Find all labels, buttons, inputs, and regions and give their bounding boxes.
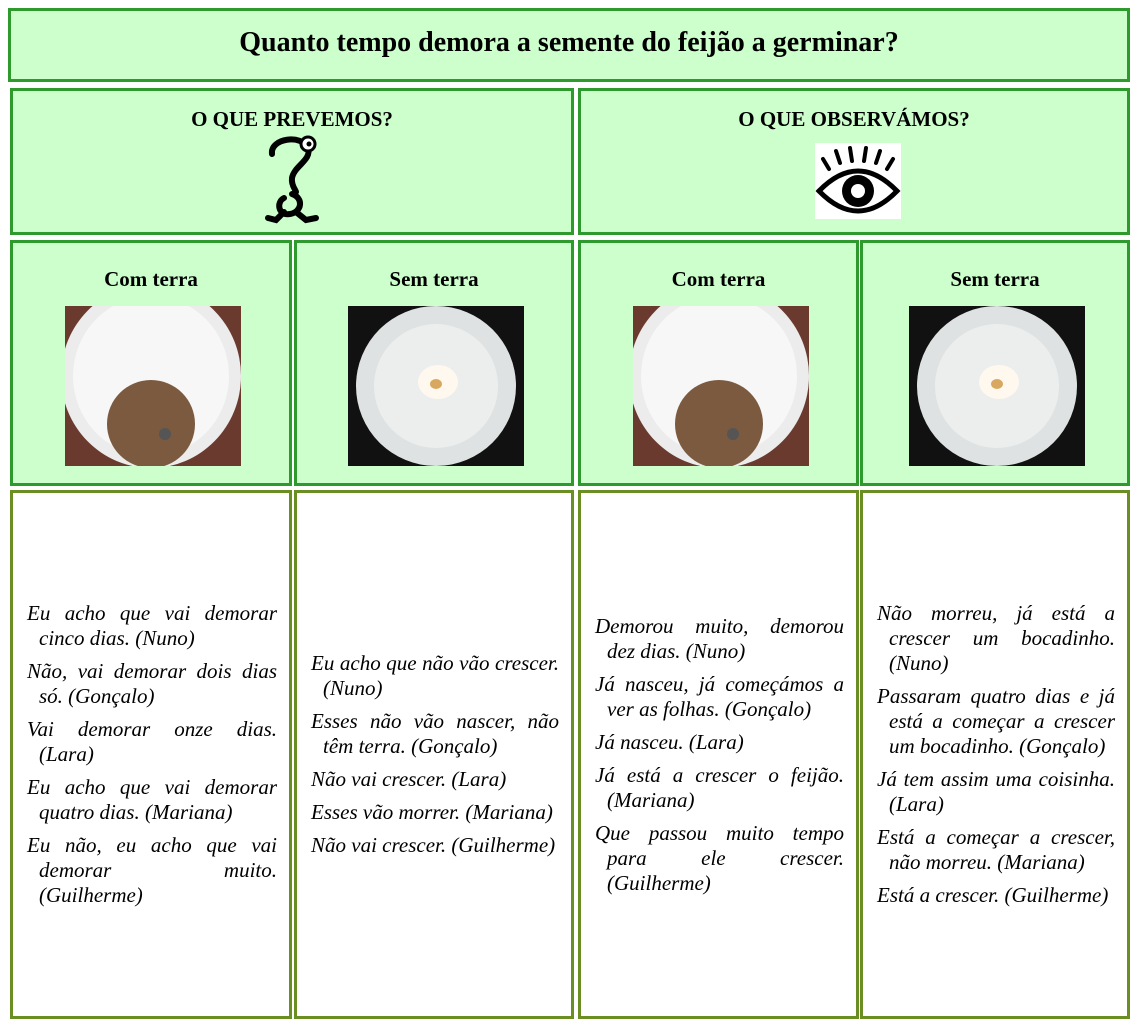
quote: Já está a crescer o feijão. (Mariana) (595, 762, 844, 812)
column-heading: Com terra (104, 267, 198, 291)
eye-icon (815, 143, 901, 219)
photo (348, 306, 524, 466)
quote: Que passou muito tempo para ele crescer.… (595, 820, 844, 895)
quote: Não vai crescer. (Guilherme) (311, 833, 556, 857)
title: Quanto tempo demora a semente do feijão … (239, 27, 899, 58)
quote: Eu acho que vai demorar quatro dias. (Ma… (27, 775, 277, 824)
quote: Não vai crescer. (Lara) (311, 767, 507, 791)
quotes-cell: Eu acho que vai demorar cinco dias. (Nun… (10, 490, 292, 1019)
quote: Demorou muito, demorou dez dias. (Nuno) (595, 613, 844, 663)
quote: Já nasceu, já começámos a ver as folhas.… (595, 671, 844, 721)
column-heading: Sem terra (950, 267, 1040, 291)
quote: Passaram quatro dias e já está a começar… (877, 684, 1115, 758)
column-heading: Com terra (671, 267, 766, 291)
quotes-cell: Eu acho que não vão crescer. (Nuno) Esses… (294, 490, 574, 1019)
question-icon (265, 135, 319, 224)
quote: Vai demorar onze dias. (Lara) (27, 717, 277, 766)
quote: Não, vai demorar dois dias só. (Gonçalo) (27, 659, 277, 708)
section-heading: O QUE PREVEMOS? (191, 107, 393, 131)
quote: Já tem assim uma coisinha. (Lara) (877, 767, 1115, 816)
quotes-cell: Demorou muito, demorou dez dias. (Nuno) J… (578, 490, 859, 1019)
quotes-cell: Não morreu, já está a crescer um bocadin… (860, 490, 1130, 1019)
quote: Eu não, eu acho que vai demorar muito. (… (27, 833, 277, 907)
quote: Não morreu, já está a crescer um bocadin… (877, 601, 1115, 675)
photo (632, 306, 809, 466)
photo (65, 306, 241, 466)
quote: Eu acho que vai demorar cinco dias. (Nun… (27, 601, 277, 650)
quote: Eu acho que não vão crescer. (Nuno) (311, 651, 559, 700)
quote: Esses vão morrer. (Mariana) (311, 800, 553, 824)
quote: Está a começar a crescer, não morreu. (M… (877, 825, 1115, 874)
quote: Está a crescer. (Guilherme) (877, 883, 1109, 907)
quote: Já nasceu. (Lara) (595, 729, 744, 754)
photo (909, 306, 1085, 466)
section-heading: O QUE OBSERVÁMOS? (738, 107, 970, 131)
quote: Esses não vão nascer, não têm terra. (Go… (311, 709, 559, 758)
column-heading: Sem terra (389, 267, 479, 291)
title-cell: Quanto tempo demora a semente do feijão … (8, 8, 1130, 82)
